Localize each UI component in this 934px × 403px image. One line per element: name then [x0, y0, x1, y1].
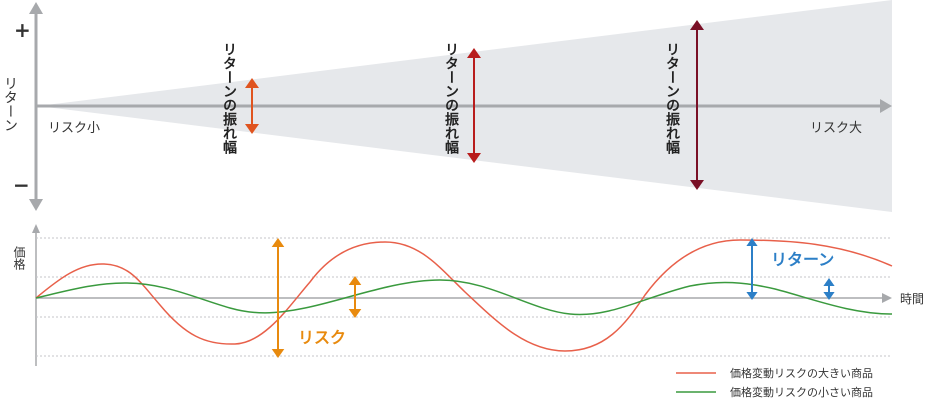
risk-label: リスク: [298, 328, 346, 347]
bottom-axis-up-arrowhead: [32, 224, 40, 233]
swing-arrow-3: [690, 20, 704, 190]
swing-arrow-1: [245, 78, 259, 134]
low-risk-product-curve: [35, 279, 893, 316]
return-label: リターン: [771, 250, 834, 269]
arrow-head-down: [746, 292, 758, 300]
time-axis-label: 時間: [900, 292, 924, 306]
arrow-head-up: [348, 276, 362, 285]
top-axis-right-arrowhead: [880, 99, 892, 113]
return-arrow-large: [746, 238, 758, 300]
top-axis-up-arrowhead: [29, 2, 43, 14]
time-axis-arrowhead: [882, 293, 892, 303]
risk-large-label: リスク大: [810, 121, 862, 136]
top-axis-down-arrowhead: [29, 199, 43, 211]
arrow-head-down: [348, 309, 362, 318]
arrow-head-up: [245, 78, 259, 88]
bottom-y-axis-label: 価格: [12, 246, 26, 270]
swing-label-1: リターンの振れ幅: [221, 42, 237, 155]
return-arrow-small: [823, 278, 835, 300]
legend: 価格変動リスクの大きい商品 価格変動リスクの小さい商品: [676, 366, 873, 399]
top-y-axis-label: リターン: [2, 76, 18, 132]
risk-arrow-large: [271, 238, 285, 358]
arrow-head-up: [467, 48, 481, 58]
arrow-head-down: [467, 153, 481, 163]
arrow-head-down: [823, 292, 835, 300]
arrow-head-down: [690, 180, 704, 190]
arrow-head-up: [271, 238, 285, 247]
risk-arrow-small: [348, 276, 362, 318]
arrow-head-up: [746, 238, 758, 246]
plus-sign: +: [14, 18, 31, 42]
swing-label-2: リターンの振れ幅: [443, 42, 459, 155]
risk-small-label: リスク小: [48, 121, 100, 136]
swing-arrow-2: [467, 48, 481, 163]
minus-sign: −: [13, 173, 30, 197]
arrow-head-down: [245, 124, 259, 134]
legend-label-low-risk: 価格変動リスクの小さい商品: [730, 385, 873, 399]
swing-label-3: リターンの振れ幅: [664, 42, 680, 155]
legend-label-high-risk: 価格変動リスクの大きい商品: [730, 366, 873, 380]
arrow-head-up: [823, 278, 835, 286]
high-risk-product-curve: [35, 239, 893, 352]
arrow-head-down: [271, 349, 285, 358]
arrow-head-up: [690, 20, 704, 30]
